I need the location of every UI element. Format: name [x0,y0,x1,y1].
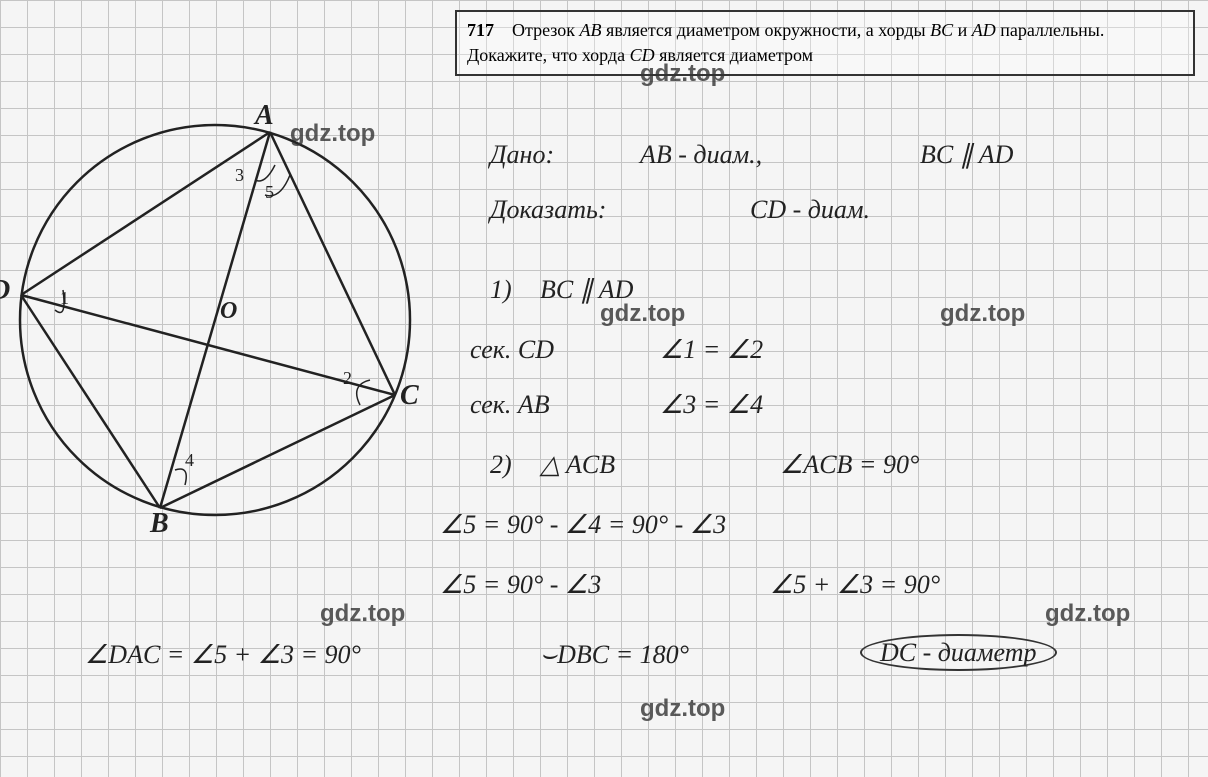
point-label-D: D [0,275,10,307]
angle-arc-4 [175,469,186,485]
step1-label: 1) [490,275,512,305]
angle-label-4: 4 [185,450,194,471]
point-label-B: B [150,508,169,540]
step2-label: 2) [490,450,512,480]
angle-label-2: 2 [343,368,352,389]
angle-arc-2 [357,380,370,405]
geometry-diagram: A B C D O 3 5 1 2 4 [5,110,425,530]
step1-e: ∠3 = ∠4 [660,390,763,420]
watermark-5: gdz.top [1045,600,1130,628]
step2-e: ∠5 + ∠3 = 90° [770,570,940,600]
step3-b: ⌣DBC = 180° [540,640,689,671]
step1-c: ∠1 = ∠2 [660,335,763,365]
step1-b: сек. CD [470,335,554,365]
watermark-2: gdz.top [600,300,685,328]
watermark-6: gdz.top [640,695,725,723]
step1-d: сек. AB [470,390,550,420]
problem-statement-box: 717 Отрезок AB является диаметром окружн… [455,10,1195,76]
given-text-2: BC ∥ AD [920,140,1013,170]
line-AC [270,132,395,395]
watermark-4: gdz.top [320,600,405,628]
problem-text-1: Отрезок AB является диаметром окружности… [467,20,1104,65]
step2-c: ∠5 = 90° - ∠4 = 90° - ∠3 [440,510,726,540]
point-label-C: C [400,380,419,412]
line-AB [160,132,270,508]
final-answer-text: DC - диаметр [860,634,1057,671]
circle-svg [5,110,425,530]
given-text-1: AB - диам., [640,140,762,170]
step3-a: ∠DAC = ∠5 + ∠3 = 90° [85,640,361,670]
problem-number: 717 [467,20,494,40]
line-AD [21,132,270,295]
point-label-A: A [255,100,274,132]
point-label-O: O [220,298,237,325]
angle-label-5: 5 [265,182,274,203]
step2-b: ∠ACB = 90° [780,450,919,480]
watermark-1: gdz.top [290,120,375,148]
step2-a: △ ACB [540,450,615,480]
watermark-0: gdz.top [640,60,725,88]
step2-d: ∠5 = 90° - ∠3 [440,570,601,600]
angle-label-1: 1 [60,288,69,309]
prove-label: Доказать: [490,195,606,225]
given-label: Дано: [490,140,554,170]
watermark-3: gdz.top [940,300,1025,328]
prove-text: CD - диам. [750,195,870,225]
angle-label-3: 3 [235,165,244,186]
final-answer: DC - диаметр [860,638,1057,668]
